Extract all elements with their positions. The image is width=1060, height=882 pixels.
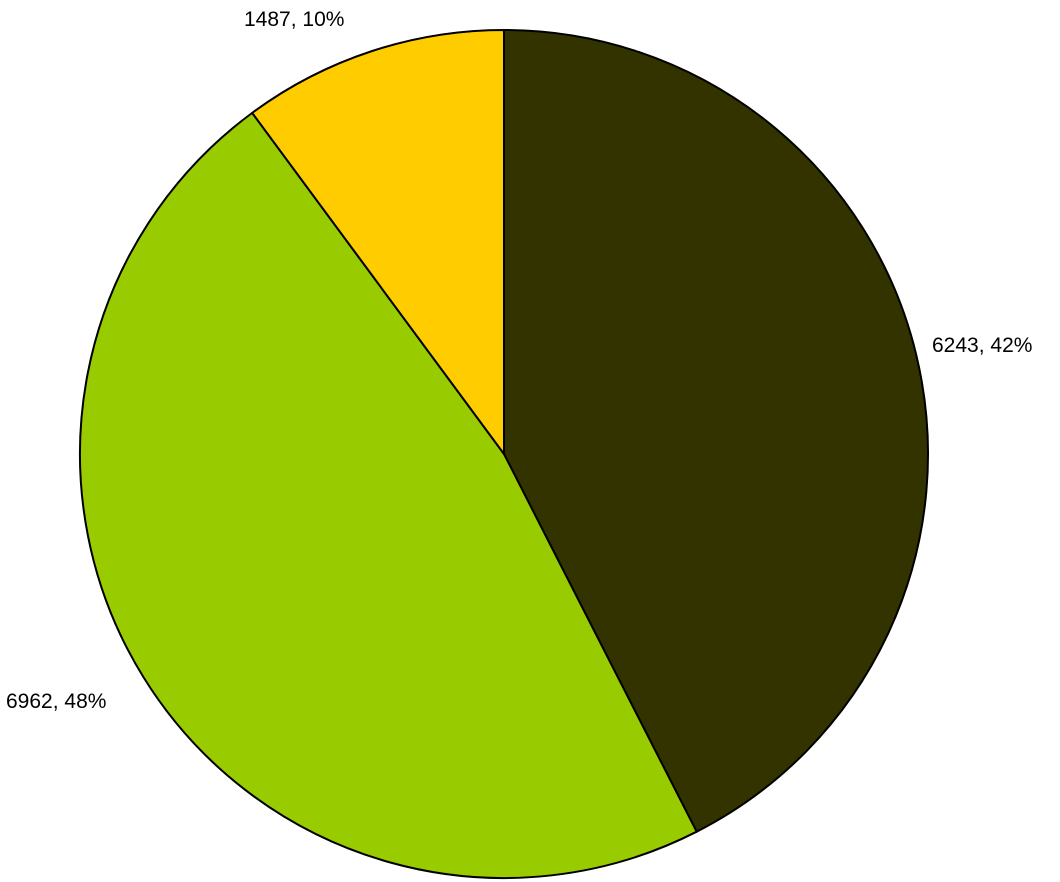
slice-data-label-1: 6962, 48% <box>6 690 106 713</box>
pie-data-labels: 6243, 42% 6962, 48% 1487, 10% <box>6 8 1032 713</box>
pie-slices <box>79 29 929 879</box>
slice-data-label-2: 1487, 10% <box>244 8 344 31</box>
pie-slice-0 <box>503 29 929 833</box>
pie-slice-2 <box>251 29 505 455</box>
pie-slice-1 <box>79 111 698 879</box>
slice-data-label-0: 6243, 42% <box>932 334 1032 357</box>
